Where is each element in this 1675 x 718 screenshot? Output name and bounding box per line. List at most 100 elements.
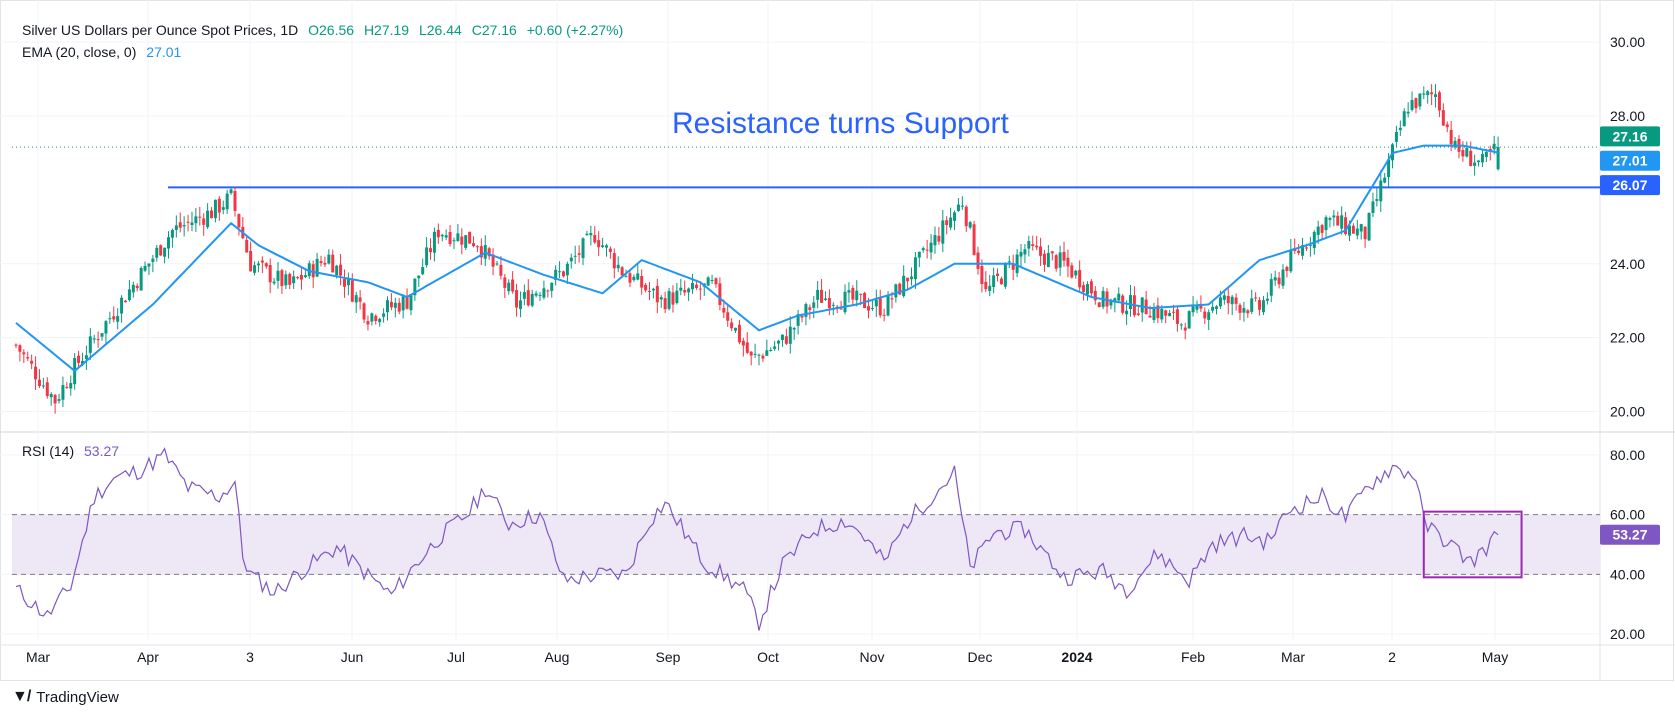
- candle-body: [1254, 297, 1258, 299]
- candle-body: [589, 233, 593, 236]
- price-labels: 27.16 27.01 26.07 53.27: [1600, 126, 1660, 545]
- ema-path: [15, 144, 1499, 373]
- time-tick-label: 3: [246, 649, 254, 665]
- candle-body: [616, 264, 620, 269]
- candle-body: [593, 234, 597, 243]
- candle-body: [260, 260, 264, 263]
- candle-body: [1195, 305, 1199, 310]
- candle-body: [1238, 304, 1242, 313]
- candle-body: [933, 235, 937, 246]
- candle-body: [573, 255, 577, 257]
- candle-body: [229, 189, 233, 194]
- candle-body: [874, 299, 878, 307]
- candle-body: [1473, 162, 1477, 166]
- candle-body: [69, 383, 73, 389]
- candle-body: [49, 393, 53, 398]
- candle-body: [1187, 311, 1191, 329]
- candle-body: [777, 340, 781, 344]
- time-tick-label: Jun: [341, 649, 364, 665]
- candle-body: [151, 258, 155, 262]
- candle-body: [1066, 257, 1070, 267]
- candle-body: [968, 222, 972, 228]
- last-price-label: 27.16: [1612, 128, 1647, 144]
- candle-body: [1379, 180, 1383, 202]
- candle-body: [1125, 310, 1129, 315]
- candle-body: [1328, 218, 1332, 220]
- candle-body: [170, 229, 174, 238]
- candle-body: [1117, 293, 1121, 301]
- candle-body: [565, 263, 569, 276]
- candle-body: [155, 247, 159, 258]
- candle-body: [796, 314, 800, 326]
- candle-body: [659, 297, 663, 300]
- candle-body: [350, 280, 354, 302]
- candle-body: [1148, 315, 1152, 318]
- candle-body: [1230, 296, 1234, 305]
- candle-body: [546, 290, 550, 292]
- price-tick-label: 30.00: [1610, 34, 1645, 50]
- candle-body: [429, 248, 433, 253]
- candle-body: [249, 250, 253, 272]
- support-price-label-bg: [1600, 175, 1660, 196]
- candle-body: [655, 285, 659, 303]
- candle-body: [964, 206, 968, 227]
- candle-body: [1019, 251, 1023, 257]
- candle-body: [1394, 131, 1398, 142]
- rsi-tick-label: 20.00: [1610, 626, 1645, 642]
- candle-body: [910, 276, 914, 280]
- candle-body: [890, 298, 894, 300]
- candle-body: [671, 292, 675, 305]
- candle-body: [906, 277, 910, 282]
- candle-body: [354, 295, 358, 303]
- candle-body: [303, 275, 307, 278]
- candle-body: [178, 222, 182, 228]
- candle-body: [1355, 228, 1359, 236]
- candle-body: [1062, 251, 1066, 261]
- candle-body: [902, 275, 906, 297]
- candle-body: [1301, 245, 1305, 256]
- change-value: +0.60 (+2.27%): [526, 22, 624, 38]
- rsi-band-fill: [12, 514, 1600, 575]
- tradingview-brand[interactable]: ▼/ TradingView: [12, 688, 119, 706]
- candle-body: [651, 288, 655, 291]
- candle-body: [1093, 290, 1097, 301]
- candle-body: [61, 385, 65, 400]
- candle-body: [1246, 310, 1250, 314]
- time-tick-label: Dec: [968, 649, 993, 665]
- candle-body: [323, 262, 327, 265]
- candle-body: [561, 271, 565, 277]
- candle-body: [1089, 281, 1093, 294]
- candle-body: [440, 234, 444, 237]
- rsi-band: [12, 514, 1600, 575]
- candlesticks: [14, 84, 1500, 414]
- candle-body: [45, 382, 49, 397]
- candle-body: [1461, 150, 1465, 157]
- candle-body: [804, 304, 808, 317]
- candle-body: [18, 345, 22, 352]
- axes: 30.00 28.00 24.00 22.00 20.00 80.00 60.00 40.00…: [26, 34, 1645, 665]
- candle-body: [1406, 111, 1410, 114]
- candle-body: [460, 236, 464, 245]
- candle-body: [800, 315, 804, 318]
- candle-body: [131, 284, 135, 293]
- ema-label: EMA (20, close, 0): [22, 44, 137, 60]
- candle-body: [1308, 244, 1312, 246]
- candle-body: [1211, 306, 1215, 311]
- candle-body: [1031, 244, 1035, 247]
- candle-body: [1179, 324, 1183, 326]
- candle-body: [1484, 151, 1488, 158]
- candle-body: [256, 263, 260, 266]
- candle-body: [960, 205, 964, 207]
- candle-body: [417, 275, 421, 279]
- low-value: L26.44: [418, 22, 462, 38]
- candle-body: [96, 339, 100, 341]
- candle-body: [1492, 143, 1496, 150]
- candle-body: [1046, 252, 1050, 268]
- candle-body: [1269, 279, 1273, 296]
- candle-body: [1085, 284, 1089, 295]
- candle-body: [464, 235, 468, 248]
- time-tick-label: Nov: [860, 649, 885, 665]
- candle-body: [1168, 313, 1172, 317]
- time-tick-label: Oct: [757, 649, 779, 665]
